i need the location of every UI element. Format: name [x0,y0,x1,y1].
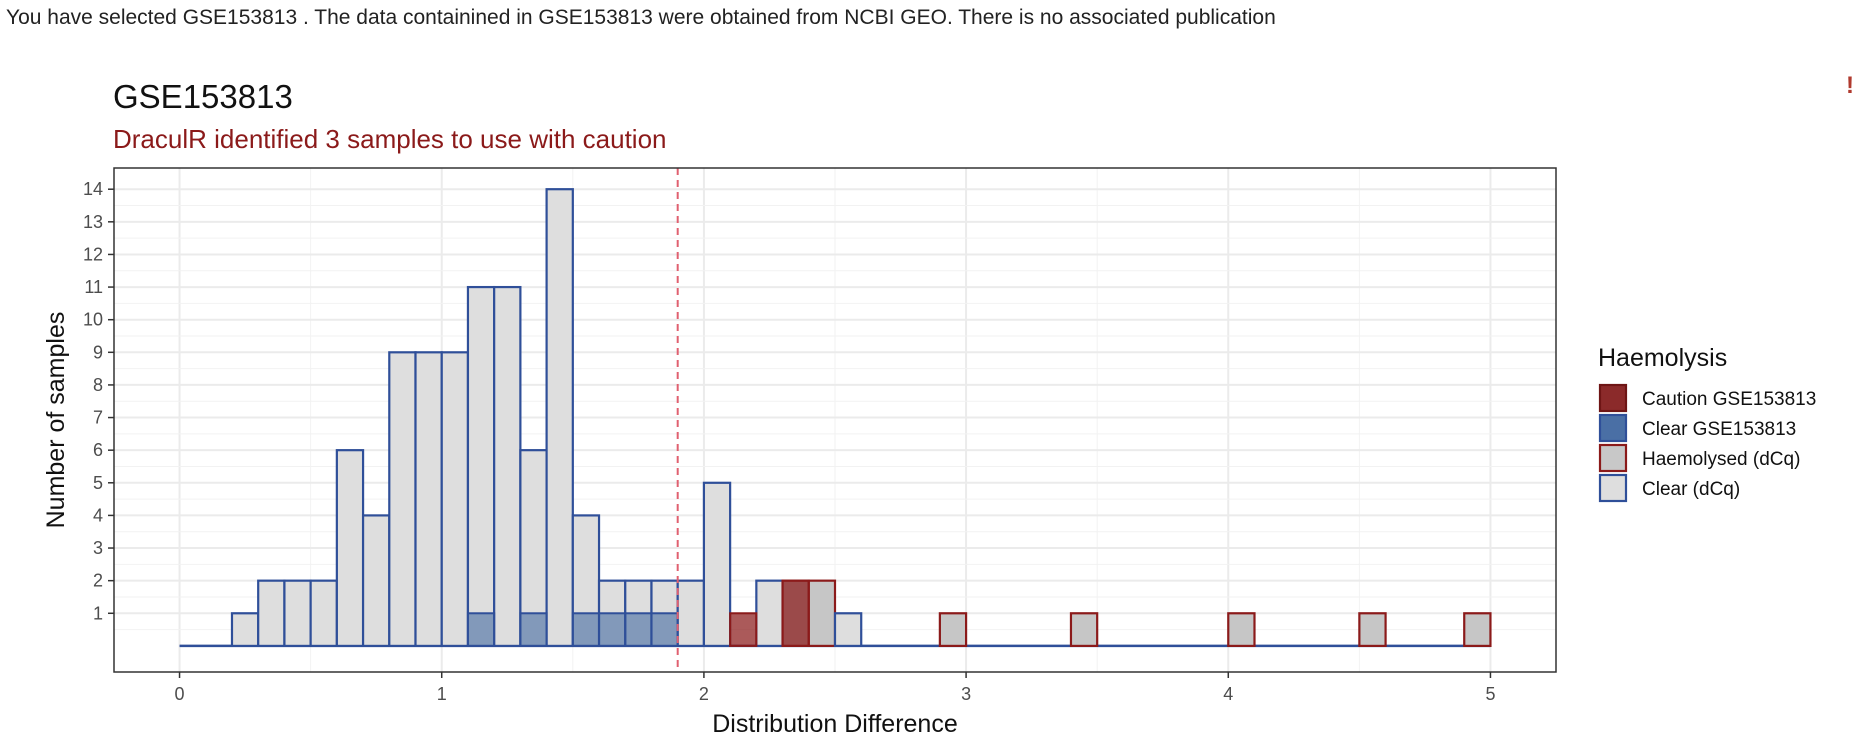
y-tick-label: 12 [83,244,103,264]
plot-border [113,167,1557,673]
reference-bar-clear [309,579,338,648]
x-axis-label: Distribution Difference [712,710,957,738]
y-tick-label: 10 [83,310,103,330]
reference-bar-haemolysed [1069,612,1099,648]
y-tick-label: 8 [93,375,103,395]
legend-label: Clear GSE153813 [1642,419,1796,440]
x-tick-label: 3 [961,684,971,704]
legend-label: Haemolysed (dCq) [1642,449,1800,470]
reference-bar-clear [230,612,260,648]
warning-mark-icon: ! [1846,72,1854,99]
reference-bar-clear [388,351,417,648]
reference-bar-clear [283,579,312,648]
legend-key [1598,383,1628,413]
reference-bar-clear [676,579,706,648]
dataset-bar-clear [571,612,601,647]
reference-bar-clear [545,188,574,648]
chart-subtitle: DraculR identified 3 samples to use with… [113,124,667,154]
reference-bar-clear [440,351,470,648]
dataset-bar-clear [598,612,627,647]
dataset-info-text: You have selected GSE153813 . The data c… [6,6,1276,29]
x-tick-label: 4 [1223,684,1233,704]
dataset-bar-clear [519,612,548,647]
reference-bar-clear [702,481,732,648]
reference-bar-haemolysed [938,612,968,648]
legend-key [1598,473,1628,503]
reference-bar-haemolysed [1358,612,1387,648]
reference-bar-clear [414,351,443,648]
x-tick-label: 5 [1485,684,1495,704]
reference-bar-haemolysed [1463,612,1492,648]
x-tick-label: 2 [699,684,709,704]
y-tick-label: 13 [83,212,103,232]
reference-bar-clear [361,514,391,648]
y-tick-label: 5 [93,473,103,493]
x-tick-label: 1 [437,684,447,704]
y-tick-label: 9 [93,342,103,362]
y-tick-label: 6 [93,440,103,460]
y-tick-label: 7 [93,408,103,428]
dataset-bar-clear [650,612,679,647]
reference-bar-clear [466,285,496,648]
reference-bar-clear [335,449,365,648]
y-tick-label: 4 [93,505,103,525]
chart-title: GSE153813 [113,78,293,115]
reference-bar-clear [833,612,863,648]
reference-bar-haemolysed [1227,612,1256,648]
y-tick-label: 1 [93,603,103,623]
legend-label: Caution GSE153813 [1642,389,1816,410]
legend-title: Haemolysis [1598,344,1727,372]
legend-key [1598,443,1628,473]
reference-bar-clear [755,579,784,648]
reference-bar-clear [493,285,522,648]
reference-bar-haemolysed [807,579,837,648]
x-tick-label: 0 [175,684,185,704]
legend: Haemolysis Caution GSE153813 Clear GSE153… [1598,344,1816,503]
dataset-bar-clear [624,612,653,647]
dataset-bar-caution [781,579,810,647]
y-tick-label: 3 [93,538,103,558]
y-tick-label: 11 [84,277,103,297]
y-tick-label: 14 [83,179,103,199]
y-axis-label: Number of samples [42,312,70,529]
reference-bar-clear [257,579,286,648]
legend-label: Clear (dCq) [1642,479,1740,500]
y-tick-label: 2 [93,571,103,591]
legend-key [1598,413,1628,443]
dataset-bar-clear [466,612,496,647]
dataset-bar-caution [729,612,758,647]
